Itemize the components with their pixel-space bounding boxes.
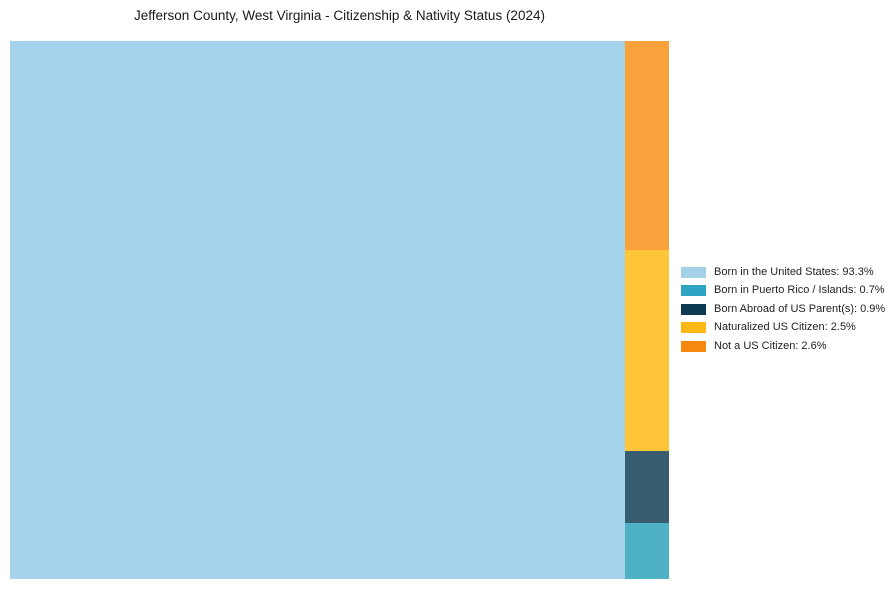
legend-swatch-icon [681,322,706,334]
legend-item-born-abroad-of-us-parents: Born Abroad of US Parent(s): 0.9% [681,300,885,319]
legend-item-born-in-puerto-rico-islands: Born in Puerto Rico / Islands: 0.7% [681,282,885,301]
legend-item-not-a-us-citizen: Not a US Citizen: 2.6% [681,337,885,356]
chart-title: Jefferson County, West Virginia - Citize… [134,8,545,23]
legend-label: Born in the United States: 93.3% [714,265,874,278]
legend-label: Born in Puerto Rico / Islands: 0.7% [714,284,885,297]
legend-swatch-icon [681,266,706,278]
treemap-rect-not-a-us-citizen [624,41,669,250]
treemap-rect-born-in-puerto-rico-islands [624,522,669,579]
legend-label: Not a US Citizen: 2.6% [714,339,827,352]
legend: Born in the United States: 93.3% Born in… [681,263,885,356]
legend-item-naturalized-us-citizen: Naturalized US Citizen: 2.5% [681,319,885,338]
legend-item-born-in-united-states: Born in the United States: 93.3% [681,263,885,282]
legend-swatch-icon [681,303,706,315]
treemap-rect-born-abroad-of-us-parents [624,450,669,523]
legend-swatch-icon [681,285,706,297]
legend-label: Naturalized US Citizen: 2.5% [714,321,856,334]
legend-swatch-icon [681,340,706,352]
treemap-rect-born-in-united-states [10,41,625,579]
legend-label: Born Abroad of US Parent(s): 0.9% [714,302,886,315]
treemap-rect-naturalized-us-citizen [624,249,669,451]
